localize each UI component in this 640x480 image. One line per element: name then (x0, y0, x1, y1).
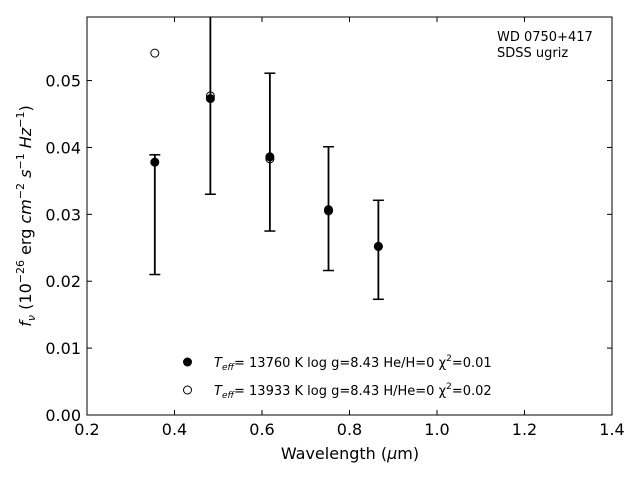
annotation-line-1: WD 0750+417 (497, 30, 593, 45)
x-tick-label-0: 0.2 (74, 420, 99, 439)
ticks: 0.2 0.4 0.6 0.8 1.0 1.2 1.4 0.00 0.01 0.02 0.03 0.0… (45, 17, 625, 439)
legend-label-0: Teff= 13760 K log g=8.43 He/H=0 χ2=0.01 (214, 354, 492, 373)
x-tick-label-2: 0.6 (249, 420, 274, 439)
y-tick-label-4: 0.04 (45, 138, 81, 157)
x-tick-label-5: 1.2 (512, 420, 537, 439)
series-0-point-2 (265, 152, 275, 162)
x-axis-label-text: Wavelength ( (281, 444, 387, 463)
series-0-point-0 (150, 157, 160, 167)
y-axis-label: fν (10−26 erg cm−2 s−1 Hz−1) (14, 105, 38, 326)
x-axis-label-unit-rest: m) (397, 444, 419, 463)
x-axis-label: Wavelength (μm) (281, 444, 419, 463)
y-tick-label-0: 0.00 (45, 406, 81, 425)
x-tick-label-6: 1.4 (599, 420, 624, 439)
y-tick-label-3: 0.03 (45, 205, 81, 224)
x-axis-label-unit: μ (386, 444, 397, 463)
data-points (150, 48, 383, 251)
series-0-point-1 (205, 94, 215, 104)
x-tick-label-4: 1.0 (424, 420, 449, 439)
series-1-point-0 (150, 48, 160, 58)
legend: Teff= 13760 K log g=8.43 He/H=0 χ2=0.01 T… (183, 354, 492, 401)
annotation-line-2: SDSS ugriz (497, 46, 568, 61)
svg-text:fν (10−26 erg cm−2 s−1 Hz−1): fν (10−26 erg cm−2 s−1 Hz−1) (14, 105, 38, 326)
y-tick-label-1: 0.01 (45, 339, 81, 358)
legend-marker-1 (183, 385, 192, 395)
series-1-point-4 (373, 241, 383, 251)
y-tick-label-2: 0.02 (45, 272, 81, 291)
legend-label-1: Teff= 13933 K log g=8.43 H/He=0 χ2=0.02 (214, 382, 492, 401)
x-tick-label-1: 0.4 (162, 420, 187, 439)
series-1-point-1 (205, 91, 215, 101)
y-tick-label-5: 0.05 (45, 72, 81, 91)
series-1-point-2 (265, 154, 275, 164)
series-1-point-3 (324, 206, 333, 216)
x-tick-label-3: 0.8 (337, 420, 362, 439)
legend-marker-0 (183, 357, 192, 367)
